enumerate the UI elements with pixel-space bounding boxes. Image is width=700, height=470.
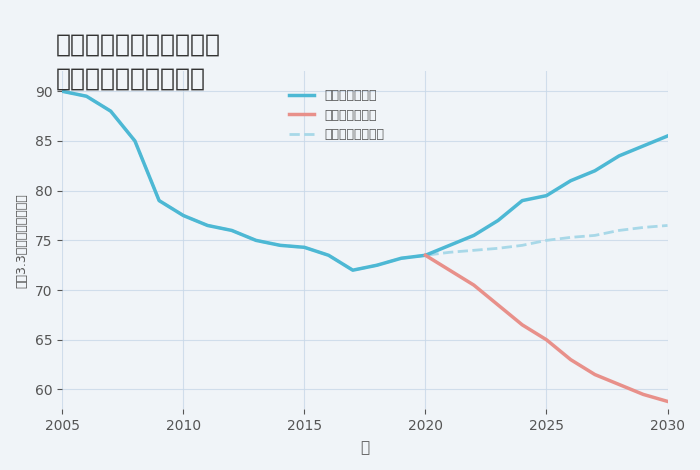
Line: グッドシナリオ: グッドシナリオ (62, 91, 668, 270)
バッドシナリオ (542, 337, 551, 343)
グッドシナリオ (494, 218, 502, 223)
バッドシナリオ (615, 382, 623, 387)
グッドシナリオ (58, 88, 66, 94)
ノーマルシナリオ (445, 250, 454, 255)
バッドシナリオ (639, 392, 648, 397)
グッドシナリオ (276, 243, 284, 248)
ノーマルシナリオ (106, 109, 115, 114)
ノーマルシナリオ (373, 262, 382, 268)
バッドシナリオ (494, 302, 502, 308)
ノーマルシナリオ (397, 255, 405, 261)
ノーマルシナリオ (300, 244, 309, 250)
グッドシナリオ (131, 138, 139, 144)
グッドシナリオ (300, 244, 309, 250)
ノーマルシナリオ (155, 198, 163, 204)
グッドシナリオ (421, 252, 430, 258)
Line: バッドシナリオ: バッドシナリオ (426, 255, 668, 401)
グッドシナリオ (179, 213, 188, 219)
グッドシナリオ (470, 233, 478, 238)
グッドシナリオ (397, 255, 405, 261)
ノーマルシナリオ (470, 248, 478, 253)
グッドシナリオ (252, 237, 260, 243)
ノーマルシナリオ (179, 213, 188, 219)
グッドシナリオ (664, 133, 672, 139)
ノーマルシナリオ (615, 227, 623, 233)
ノーマルシナリオ (566, 235, 575, 240)
Text: 奈良県奈良市東向南町の
中古戸建ての価格推移: 奈良県奈良市東向南町の 中古戸建ての価格推移 (56, 33, 221, 90)
バッドシナリオ (664, 399, 672, 404)
グッドシナリオ (445, 243, 454, 248)
グッドシナリオ (155, 198, 163, 204)
グッドシナリオ (639, 143, 648, 149)
グッドシナリオ (373, 262, 382, 268)
ノーマルシナリオ (228, 227, 236, 233)
ノーマルシナリオ (131, 138, 139, 144)
ノーマルシナリオ (421, 252, 430, 258)
グッドシナリオ (203, 223, 211, 228)
ノーマルシナリオ (252, 237, 260, 243)
ノーマルシナリオ (494, 245, 502, 251)
グッドシナリオ (591, 168, 599, 173)
ノーマルシナリオ (58, 88, 66, 94)
バッドシナリオ (518, 322, 526, 328)
ノーマルシナリオ (542, 237, 551, 243)
グッドシナリオ (228, 227, 236, 233)
X-axis label: 年: 年 (360, 440, 370, 455)
グッドシナリオ (566, 178, 575, 184)
ノーマルシナリオ (276, 243, 284, 248)
ノーマルシナリオ (83, 94, 91, 99)
グッドシナリオ (349, 267, 357, 273)
バッドシナリオ (566, 357, 575, 362)
バッドシナリオ (470, 282, 478, 288)
ノーマルシナリオ (664, 223, 672, 228)
ノーマルシナリオ (591, 233, 599, 238)
グッドシナリオ (518, 198, 526, 204)
ノーマルシナリオ (324, 252, 332, 258)
ノーマルシナリオ (639, 225, 648, 230)
ノーマルシナリオ (203, 223, 211, 228)
グッドシナリオ (106, 109, 115, 114)
Line: ノーマルシナリオ: ノーマルシナリオ (62, 91, 668, 270)
Y-axis label: 坪（3.3㎡）単価（万円）: 坪（3.3㎡）単価（万円） (15, 193, 28, 288)
ノーマルシナリオ (518, 243, 526, 248)
グッドシナリオ (324, 252, 332, 258)
バッドシナリオ (591, 372, 599, 377)
Legend: グッドシナリオ, バッドシナリオ, ノーマルシナリオ: グッドシナリオ, バッドシナリオ, ノーマルシナリオ (284, 85, 389, 146)
グッドシナリオ (83, 94, 91, 99)
バッドシナリオ (421, 252, 430, 258)
グッドシナリオ (542, 193, 551, 198)
ノーマルシナリオ (349, 267, 357, 273)
バッドシナリオ (445, 267, 454, 273)
グッドシナリオ (615, 153, 623, 159)
